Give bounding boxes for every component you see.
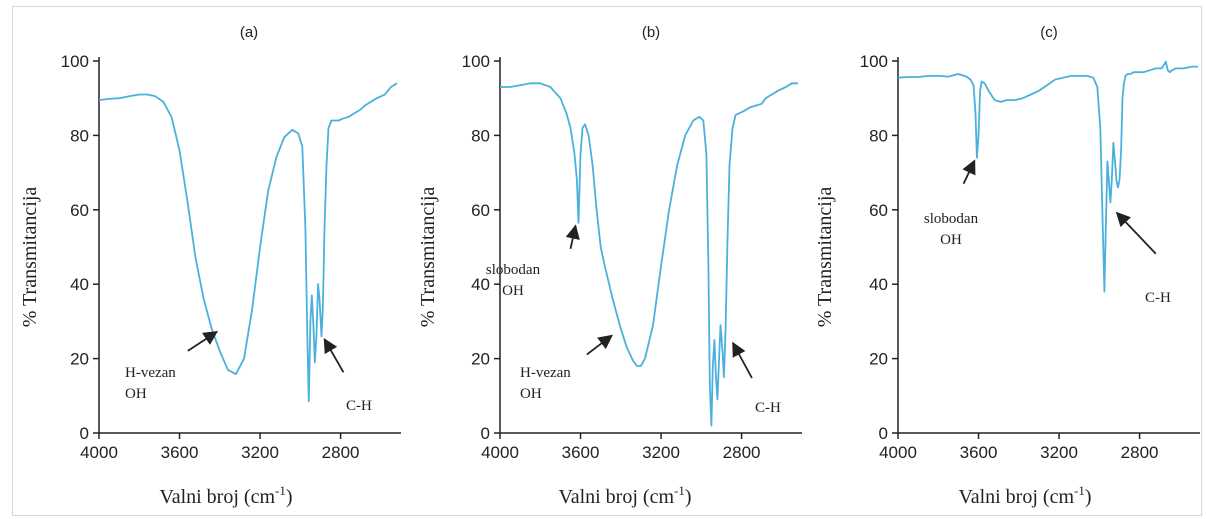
x-tick-label: 3200	[642, 443, 680, 462]
y-tick-label: 40	[869, 275, 888, 294]
annotation-line: slobodan	[924, 211, 979, 227]
annotation-arrow	[732, 341, 753, 379]
x-axis-title-sup: -1	[1074, 483, 1085, 498]
x-tick-label: 2800	[322, 443, 360, 462]
figure-frame	[12, 6, 1202, 516]
panel-1: (a) 0 20 40 60 80 100 4000 3600 3200 2800 % Transmi…	[19, 24, 401, 508]
y-tick-label: 40	[70, 275, 89, 294]
spectrum-line	[500, 82, 798, 427]
panel-3: (c) 0 20 40 60 80 100 4000 3600 3200 2800 % Transmi…	[814, 24, 1200, 508]
annotation-label: C-H	[346, 398, 372, 414]
x-axis-title: Valni broj (cm-1)	[558, 483, 691, 508]
y-tick-label: 20	[471, 350, 490, 369]
y-tick-label: 0	[80, 424, 89, 443]
y-axis-title: % Transmitancija	[417, 187, 439, 328]
annotation-line: H-vezan	[520, 365, 571, 381]
annotation-arrow	[565, 224, 580, 250]
spectrum-line	[897, 60, 1198, 293]
x-tick-label: 2800	[723, 443, 761, 462]
annotation-line: C-H	[755, 400, 781, 416]
x-tick-label: 3600	[960, 443, 998, 462]
y-tick-label: 0	[879, 424, 888, 443]
x-tick-label: 4000	[80, 443, 118, 462]
y-axis-title: % Transmitancija	[814, 187, 836, 328]
x-tick-label: 4000	[481, 443, 519, 462]
x-axis-title: Valni broj (cm-1)	[958, 483, 1091, 508]
annotation-arrow	[187, 331, 219, 352]
annotation-arrow	[962, 159, 976, 185]
y-tick-label: 60	[70, 201, 89, 220]
x-axis-title-end: )	[1085, 486, 1092, 508]
x-axis-title-sup: -1	[275, 483, 286, 498]
x-axis-title-main: Valni broj (cm	[958, 486, 1074, 508]
panel-2: (b) 0 20 40 60 80 100 4000 3600 3200 2800 % Transmi…	[417, 24, 802, 508]
x-axis-title-main: Valni broj (cm	[159, 486, 275, 508]
x-tick-label: 3200	[241, 443, 279, 462]
annotation-line: OH	[125, 386, 147, 402]
y-tick-label: 80	[869, 126, 888, 145]
x-axis-title: Valni broj (cm-1)	[159, 483, 292, 508]
annotation-line: C-H	[1145, 290, 1171, 306]
annotation-arrow	[586, 334, 613, 356]
panel-label: (a)	[240, 24, 258, 41]
y-tick-label: 80	[471, 126, 490, 145]
annotation-arrow	[1115, 211, 1157, 255]
annotation-label: H-vezan OH	[125, 365, 176, 402]
annotation-line: C-H	[346, 398, 372, 414]
panel-label: (b)	[642, 24, 660, 41]
y-tick-label: 100	[61, 52, 89, 71]
spectrum-line	[98, 82, 398, 403]
x-tick-label: 4000	[879, 443, 917, 462]
x-axis-title-end: )	[286, 486, 293, 508]
y-tick-label: 80	[70, 126, 89, 145]
y-tick-label: 60	[869, 201, 888, 220]
annotation-line: OH	[520, 386, 542, 402]
annotation-label: C-H	[1145, 290, 1171, 306]
x-tick-label: 3600	[562, 443, 600, 462]
y-axis-title: % Transmitancija	[19, 187, 41, 328]
annotation-line: H-vezan	[125, 365, 176, 381]
y-tick-label: 20	[869, 350, 888, 369]
y-tick-label: 40	[471, 275, 490, 294]
y-tick-label: 100	[860, 52, 888, 71]
x-tick-label: 3600	[161, 443, 199, 462]
annotation-line: slobodan	[486, 262, 541, 278]
annotation-label: slobodan OH	[924, 211, 979, 248]
annotation-label: H-vezan OH	[520, 365, 571, 402]
y-tick-label: 20	[70, 350, 89, 369]
annotation-label: slobodan OH	[486, 262, 541, 299]
panel-label: (c)	[1040, 24, 1058, 41]
annotation-line: OH	[940, 232, 962, 248]
annotation-label: C-H	[755, 400, 781, 416]
y-tick-label: 0	[481, 424, 490, 443]
x-axis-title-end: )	[685, 486, 692, 508]
x-axis-title-sup: -1	[674, 483, 685, 498]
x-axis-title-main: Valni broj (cm	[558, 486, 674, 508]
annotation-line: OH	[502, 283, 524, 299]
x-tick-label: 3200	[1040, 443, 1078, 462]
x-tick-label: 2800	[1121, 443, 1159, 462]
y-tick-label: 60	[471, 201, 490, 220]
annotation-arrow	[323, 338, 345, 373]
y-tick-label: 100	[462, 52, 490, 71]
